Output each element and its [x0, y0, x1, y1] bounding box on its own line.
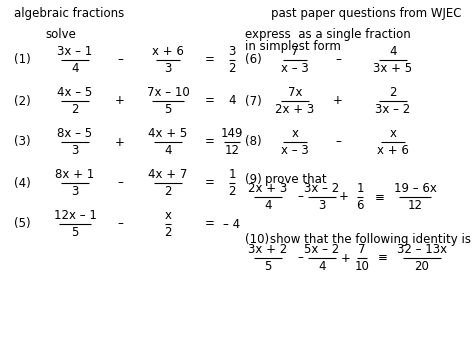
Text: 2x + 3: 2x + 3	[248, 182, 288, 195]
Text: 4: 4	[318, 260, 326, 273]
Text: 19 – 6x: 19 – 6x	[393, 182, 437, 195]
Text: +: +	[339, 191, 349, 203]
Text: 2: 2	[228, 185, 236, 198]
Text: –: –	[297, 191, 303, 203]
Text: 149: 149	[221, 127, 243, 140]
Text: (2): (2)	[14, 94, 31, 108]
Text: –: –	[297, 251, 303, 264]
Text: –: –	[117, 54, 123, 66]
Text: x: x	[390, 127, 396, 140]
Text: (4): (4)	[14, 176, 31, 190]
Text: – 4: – 4	[223, 218, 241, 230]
Text: (8): (8)	[245, 136, 262, 148]
Text: 12: 12	[225, 144, 239, 157]
Text: ≡: ≡	[375, 191, 385, 203]
Text: 5: 5	[264, 260, 272, 273]
Text: =: =	[205, 136, 215, 148]
Text: 4x + 7: 4x + 7	[148, 168, 188, 181]
Text: 4: 4	[264, 200, 272, 212]
Text: x + 6: x + 6	[377, 144, 409, 157]
Text: 7: 7	[358, 242, 366, 256]
Text: 7x – 10: 7x – 10	[146, 86, 190, 99]
Text: =: =	[205, 54, 215, 66]
Text: 1: 1	[356, 182, 364, 195]
Text: –: –	[335, 54, 341, 66]
Text: 32 – 13x: 32 – 13x	[397, 242, 447, 256]
Text: (7): (7)	[245, 94, 262, 108]
Text: 3x + 2: 3x + 2	[248, 242, 288, 256]
Text: 3: 3	[164, 62, 172, 75]
Text: =: =	[205, 176, 215, 190]
Text: x: x	[164, 209, 172, 222]
Text: x + 6: x + 6	[152, 45, 184, 58]
Text: 7x: 7x	[288, 86, 302, 99]
Text: (6): (6)	[245, 54, 262, 66]
Text: past paper questions from WJEC: past paper questions from WJEC	[272, 7, 462, 20]
Text: x – 3: x – 3	[281, 62, 309, 75]
Text: 12: 12	[408, 200, 422, 212]
Text: 20: 20	[415, 260, 429, 273]
Text: 4: 4	[71, 62, 79, 75]
Text: (10): (10)	[245, 234, 269, 246]
Text: 5x – 2: 5x – 2	[304, 242, 340, 256]
Text: 3: 3	[319, 200, 326, 212]
Text: 5: 5	[164, 103, 172, 116]
Text: 3x – 1: 3x – 1	[57, 45, 92, 58]
Text: 12x – 1: 12x – 1	[54, 209, 96, 222]
Text: 5: 5	[71, 226, 79, 239]
Text: ≡: ≡	[378, 251, 388, 264]
Text: 3x – 2: 3x – 2	[375, 103, 410, 116]
Text: 4: 4	[164, 144, 172, 157]
Text: 2: 2	[164, 185, 172, 198]
Text: 7: 7	[291, 45, 299, 58]
Text: algebraic fractions: algebraic fractions	[14, 7, 124, 20]
Text: 3x – 2: 3x – 2	[304, 182, 340, 195]
Text: +: +	[115, 136, 125, 148]
Text: (3): (3)	[14, 136, 31, 148]
Text: solve: solve	[45, 28, 76, 41]
Text: 2: 2	[164, 226, 172, 239]
Text: 8x + 1: 8x + 1	[55, 168, 95, 181]
Text: show that the following identity is true: show that the following identity is true	[270, 234, 474, 246]
Text: x: x	[292, 127, 299, 140]
Text: =: =	[205, 218, 215, 230]
Text: 4x – 5: 4x – 5	[57, 86, 92, 99]
Text: 2: 2	[389, 86, 397, 99]
Text: 4: 4	[228, 94, 236, 108]
Text: 4: 4	[389, 45, 397, 58]
Text: 6: 6	[356, 200, 364, 212]
Text: 4x + 5: 4x + 5	[148, 127, 188, 140]
Text: 1: 1	[228, 168, 236, 181]
Text: 10: 10	[355, 260, 369, 273]
Text: 2x + 3: 2x + 3	[275, 103, 315, 116]
Text: –: –	[117, 176, 123, 190]
Text: –: –	[117, 218, 123, 230]
Text: –: –	[335, 136, 341, 148]
Text: 2: 2	[228, 62, 236, 75]
Text: 3: 3	[71, 185, 79, 198]
Text: prove that: prove that	[265, 173, 327, 186]
Text: +: +	[341, 251, 351, 264]
Text: 8x – 5: 8x – 5	[57, 127, 92, 140]
Text: +: +	[333, 94, 343, 108]
Text: (5): (5)	[14, 218, 31, 230]
Text: x – 3: x – 3	[281, 144, 309, 157]
Text: 3: 3	[228, 45, 236, 58]
Text: 3: 3	[71, 144, 79, 157]
Text: (1): (1)	[14, 54, 31, 66]
Text: +: +	[115, 94, 125, 108]
Text: 2: 2	[71, 103, 79, 116]
Text: 3x + 5: 3x + 5	[374, 62, 412, 75]
Text: (9): (9)	[245, 173, 262, 186]
Text: express  as a single fraction: express as a single fraction	[245, 28, 411, 41]
Text: =: =	[205, 94, 215, 108]
Text: in simplest form: in simplest form	[245, 40, 341, 53]
